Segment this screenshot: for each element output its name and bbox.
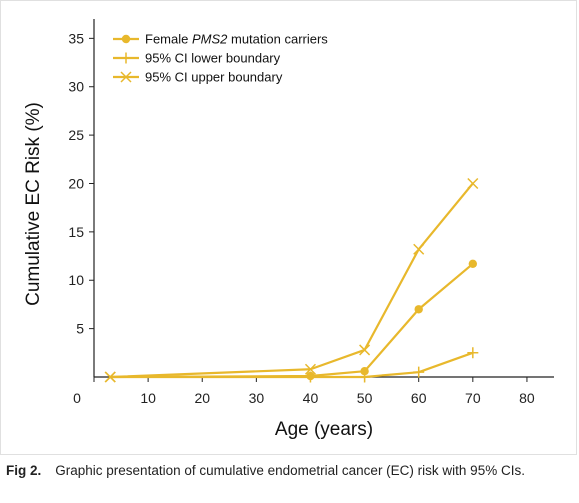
legend-label: Female PMS2 mutation carriers	[145, 32, 328, 47]
x-tick-label: 20	[194, 390, 210, 406]
series-3	[104, 177, 479, 383]
data-point	[467, 347, 479, 359]
legend-marker	[121, 34, 131, 44]
legend-label-part: mutation carriers	[227, 32, 328, 47]
legend: Female PMS2 mutation carriers 95% CI lowe…	[113, 32, 328, 85]
data-point	[359, 344, 371, 356]
series-layer	[104, 177, 479, 383]
data-point	[359, 371, 371, 383]
data-point	[304, 363, 317, 375]
y-ticks: 5 10 15 20 25 30 35	[68, 30, 94, 337]
x-tick-label: 50	[357, 390, 373, 406]
data-point	[104, 371, 116, 383]
chart-frame: 0 10 20 30 40 50 60 70 80 5 10 15 20 25 30 35 Female P…	[0, 0, 577, 455]
legend-item: 95% CI upper boundary	[113, 70, 283, 85]
series-1	[104, 259, 478, 383]
y-tick-label: 10	[68, 272, 84, 288]
x-tick-label: 70	[465, 390, 481, 406]
legend-item: 95% CI lower boundary	[113, 51, 281, 66]
x-tick-label: 10	[140, 390, 156, 406]
data-point	[414, 305, 423, 314]
data-point	[467, 177, 479, 190]
x-tick-label: 60	[411, 390, 427, 406]
y-axis-title: Cumulative EC Risk (%)	[23, 102, 44, 306]
x-tick-label: 0	[73, 390, 81, 406]
x-ticks: 0 10 20 30 40 50 60 70 80	[73, 377, 535, 406]
y-tick-label: 20	[68, 175, 84, 191]
legend-marker	[120, 52, 132, 64]
data-point	[413, 243, 425, 255]
data-point	[304, 371, 316, 383]
y-tick-label: 35	[68, 30, 84, 46]
data-point	[360, 366, 369, 376]
legend-label-part: PMS2	[192, 32, 228, 47]
x-axis-title: Age (years)	[275, 419, 373, 440]
y-tick-label: 15	[68, 224, 84, 240]
series-line	[110, 182, 474, 379]
legend-label-part: 95% CI lower boundary	[145, 51, 281, 66]
x-tick-label: 30	[249, 390, 265, 406]
y-tick-label: 25	[68, 127, 84, 143]
line-chart: 0 10 20 30 40 50 60 70 80 5 10 15 20 25 30 35 Female P…	[23, 19, 554, 440]
series-line	[110, 262, 474, 379]
caption-text: Graphic presentation of cumulative endom…	[55, 463, 525, 478]
caption-label: Fig 2.	[6, 463, 42, 478]
data-point	[413, 366, 425, 378]
y-tick-label: 5	[76, 321, 84, 337]
legend-label: 95% CI upper boundary	[145, 70, 283, 85]
figure-caption: Fig 2. Graphic presentation of cumulative…	[6, 462, 576, 479]
x-tick-label: 80	[519, 390, 535, 406]
legend-label-part: Female	[145, 32, 192, 47]
legend-marker	[120, 71, 132, 83]
y-tick-label: 30	[68, 79, 84, 95]
x-tick-label: 40	[303, 390, 319, 406]
legend-label-part: 95% CI upper boundary	[145, 70, 283, 85]
legend-item: Female PMS2 mutation carriers	[113, 32, 328, 47]
data-point	[468, 259, 478, 268]
legend-label: 95% CI lower boundary	[145, 51, 281, 66]
